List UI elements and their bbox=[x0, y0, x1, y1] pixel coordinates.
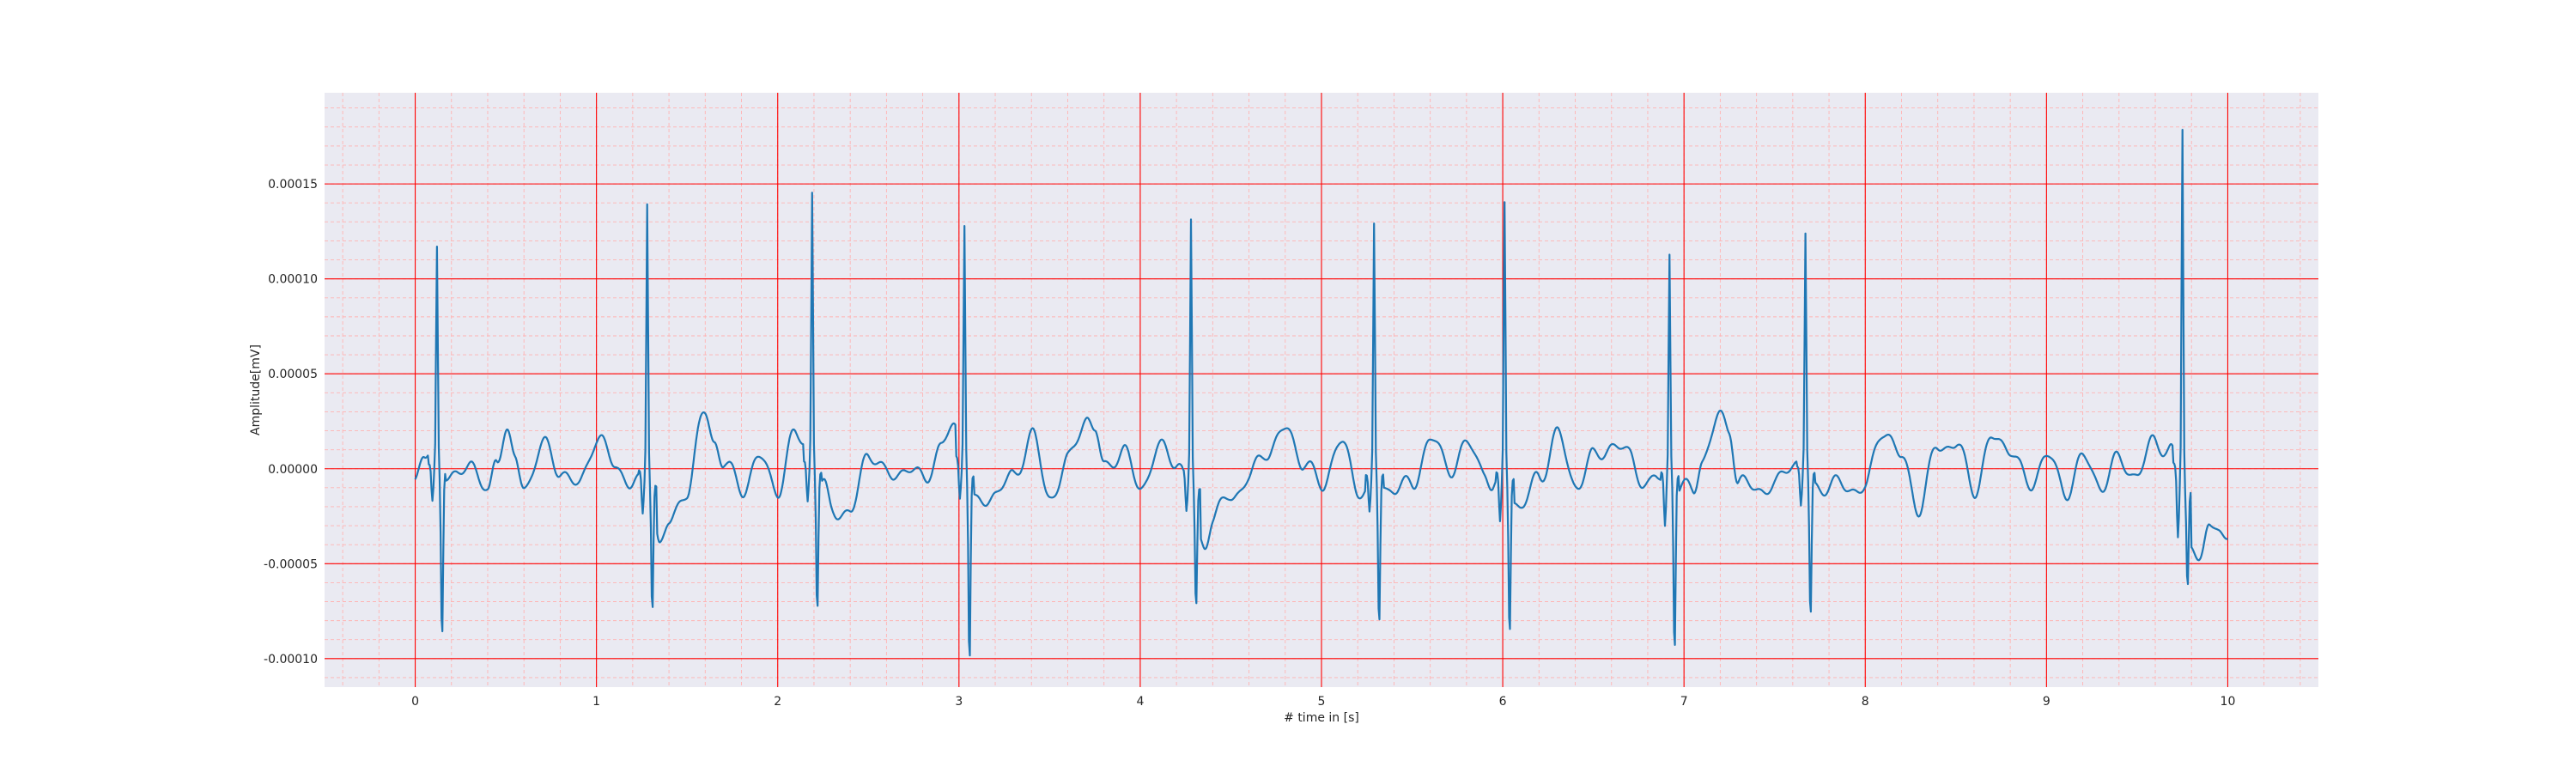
x-tick-label: 8 bbox=[1862, 695, 1869, 709]
x-tick-label: 3 bbox=[955, 695, 963, 709]
y-axis-label: Amplitude[mV] bbox=[249, 344, 263, 435]
ecg-signal-line bbox=[414, 129, 2228, 657]
y-tick-label: 0.00005 bbox=[268, 368, 318, 381]
x-axis-label: # time in [s] bbox=[1284, 711, 1359, 725]
x-tick-label: 5 bbox=[1318, 695, 1326, 709]
x-tick-label: 4 bbox=[1136, 695, 1144, 709]
x-tick-label: 0 bbox=[411, 695, 419, 709]
y-axis-ticks: -0.00010 -0.00005 0.00000 0.00005 0.00010 0.0… bbox=[264, 178, 318, 666]
x-tick-label: 10 bbox=[2221, 695, 2236, 709]
x-tick-label: 6 bbox=[1499, 695, 1507, 709]
y-tick-label: 0.00000 bbox=[268, 463, 318, 477]
y-tick-label: 0.00010 bbox=[268, 273, 318, 287]
x-tick-label: 9 bbox=[2043, 695, 2050, 709]
x-tick-label: 7 bbox=[1680, 695, 1688, 709]
y-tick-label: -0.00010 bbox=[264, 653, 318, 666]
minor-grid bbox=[325, 93, 2318, 687]
major-grid bbox=[325, 93, 2318, 687]
x-axis-ticks: 0 1 2 3 4 5 6 7 8 9 10 bbox=[411, 695, 2235, 709]
y-tick-label: -0.00005 bbox=[264, 557, 318, 571]
x-tick-label: 2 bbox=[774, 695, 781, 709]
y-tick-label: 0.00015 bbox=[268, 178, 318, 192]
x-tick-label: 1 bbox=[592, 695, 600, 709]
